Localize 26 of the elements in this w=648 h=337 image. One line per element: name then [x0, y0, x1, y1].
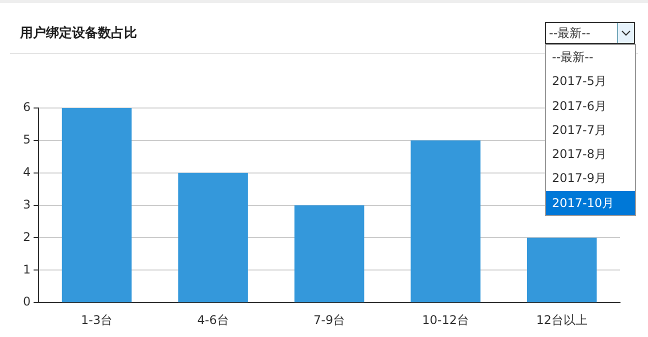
annotation: 2017-8月 [551, 146, 608, 164]
x-tick-label: 10-12台 [422, 312, 470, 327]
bar [62, 108, 132, 302]
annotation: 2017-10月 [546, 190, 635, 216]
y-tick-label: 2 [22, 230, 31, 244]
y-tick-label: 6 [22, 100, 31, 114]
y-tick-label: 1 [22, 262, 31, 276]
x-tick-label: 12台以上 [536, 312, 588, 327]
dropdown-field: --最新-- [545, 22, 635, 44]
y-tick-label: 0 [22, 294, 31, 309]
annotation: 2017-7月 [551, 122, 608, 139]
text: 2017-5月 [552, 74, 607, 88]
annotation: 2017-6月 [551, 98, 608, 115]
x-tick-label: 1-3台 [80, 312, 113, 327]
chart-title: 用户绑定设备数占比 [20, 24, 137, 42]
bar [526, 238, 597, 302]
annotation: 2017-9月 [551, 170, 608, 188]
y-tick-label: 4 [22, 164, 31, 179]
text: --最新-- [552, 50, 594, 64]
x-tick-label: 4-6台 [197, 312, 229, 327]
bar [294, 205, 364, 302]
bar [410, 140, 480, 302]
x-tick-label: 7-9台 [314, 312, 346, 327]
bar [178, 172, 248, 302]
y-tick-label: 5 [22, 132, 31, 147]
y-tick-label: 3 [22, 197, 31, 212]
